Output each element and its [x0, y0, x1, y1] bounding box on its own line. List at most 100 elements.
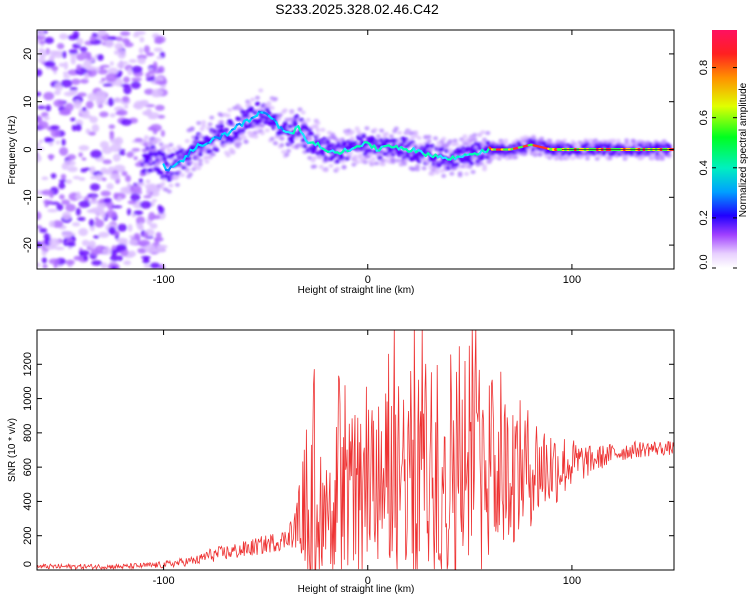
spectrogram-noise-blob	[56, 203, 64, 211]
spectrogram-noise-blob	[160, 130, 166, 137]
spectrogram-halo-blob	[174, 182, 180, 187]
spectrogram-x-axis-label: Height of straight line (km)	[298, 285, 415, 296]
spectrogram-noise-blob	[155, 104, 165, 111]
snr-frame	[36, 329, 675, 571]
spectrogram-noise-blob	[127, 223, 133, 232]
spectrogram-halo-blob	[315, 128, 321, 133]
spectrogram-halo-blob	[312, 164, 318, 169]
spectrogram-noise-blob	[153, 70, 161, 74]
spectrogram-halo-blob	[415, 167, 421, 172]
spectrogram-halo-blob	[237, 141, 243, 146]
snr-x-tick-label: 100	[563, 575, 581, 587]
spectrogram-halo-blob	[482, 164, 488, 169]
spectrogram-noise-blob	[37, 225, 43, 229]
spectrogram-halo-blob	[503, 141, 509, 146]
spectrogram-halo-blob	[411, 142, 417, 147]
spectrogram-noise-blob	[108, 124, 116, 130]
spectrogram-halo-blob	[584, 156, 590, 161]
spectrogram-halo-blob	[269, 105, 275, 110]
spectrogram-noise-blob	[154, 237, 160, 244]
spectrogram-noise-blob	[88, 240, 96, 249]
spectrogram-core-blob	[308, 131, 314, 137]
spectrogram-halo-blob	[393, 126, 399, 131]
spectrogram-halo-blob	[188, 160, 194, 165]
spectrogram-noise-blob	[113, 192, 119, 200]
spectrogram-noise-blob	[102, 83, 113, 87]
spectrogram-halo-blob	[356, 129, 362, 134]
spectrogram-halo-blob	[158, 142, 164, 147]
spectrogram-noise-blob	[100, 262, 108, 269]
spectrogram-noise-blob	[115, 36, 123, 42]
spectrogram-halo-blob	[230, 149, 236, 154]
spectrogram-halo-blob	[565, 155, 571, 160]
spectrogram-noise-blob	[41, 250, 47, 256]
spectrogram-noise-blob	[65, 259, 75, 266]
spectrogram-halo-blob	[320, 127, 326, 132]
spectrogram-noise-blob	[131, 65, 143, 74]
spectrogram-halo-blob	[624, 154, 630, 159]
chart-title: S233.2025.328.02.46.C42	[275, 1, 439, 17]
spectrogram-noise-blob	[105, 73, 118, 83]
spectrogram-halo-blob	[339, 137, 345, 142]
spectrogram-halo-blob	[354, 126, 360, 131]
spectrogram-halo-blob	[323, 168, 329, 173]
spectrogram-noise-blob	[88, 208, 96, 213]
spectrogram-noise-blob	[157, 114, 166, 119]
spectrogram-core-blob	[240, 109, 246, 115]
spectrogram-core-blob	[264, 107, 270, 112]
spectrogram-noise-blob	[115, 243, 127, 251]
spectrogram-halo-blob	[353, 154, 358, 159]
spectrogram-noise-blob	[97, 201, 106, 211]
spectrogram-noise-blob	[105, 210, 117, 218]
spectrogram-noise-blob	[37, 142, 41, 147]
spectrogram-halo-blob	[462, 134, 468, 139]
spectrogram-noise-blob	[54, 246, 65, 251]
spectrogram-noise-blob	[104, 39, 114, 48]
spectrogram-noise-blob	[117, 49, 127, 59]
spectrogram-core-blob	[158, 170, 164, 176]
spectrogram-halo-blob	[388, 134, 394, 139]
spectrogram-halo-blob	[390, 160, 396, 165]
spectrogram-halo-blob	[259, 131, 265, 136]
spectrogram-noise-blob	[100, 190, 111, 197]
spectrogram-noise-blob	[115, 111, 125, 116]
spectrogram-noise-blob	[117, 223, 128, 232]
spectrogram-noise-blob	[67, 154, 76, 161]
spectrogram-core-blob	[361, 133, 367, 139]
spectrogram-halo-blob	[286, 148, 292, 153]
spectrogram-noise-blob	[42, 200, 54, 204]
spectrogram-core-blob	[161, 156, 167, 162]
spectrogram-noise-blob	[62, 211, 72, 220]
spectrogram-noise-blob	[88, 199, 99, 204]
spectrogram-halo-blob	[478, 161, 484, 166]
spectrogram-halo-blob	[374, 161, 380, 166]
spectrogram-noise-blob	[58, 110, 71, 116]
spectrogram-noise-blob	[69, 87, 78, 91]
spectrogram-core-blob	[292, 122, 298, 127]
snr-y-tick-label: 800	[22, 424, 34, 442]
spectrogram-noise-blob	[126, 208, 132, 216]
spectrogram-halo-blob	[318, 164, 324, 169]
spectrogram-noise-blob	[140, 200, 152, 209]
spectrogram-halo-blob	[219, 120, 225, 125]
spectrogram-core-blob	[436, 163, 442, 168]
spectrogram-noise-blob	[102, 247, 112, 256]
spectrogram-noise-blob	[155, 231, 162, 239]
spectrogram-noise-blob	[95, 67, 101, 72]
spectrogram-core-blob	[287, 124, 293, 129]
spectrogram-halo-blob	[447, 139, 453, 144]
spectrogram-noise-blob	[138, 47, 144, 54]
spectrogram-y-tick-label: -10	[22, 189, 34, 205]
spectrogram-noise-blob	[72, 222, 81, 227]
spectrogram-noise-blob	[73, 99, 82, 109]
spectrogram-halo-blob	[467, 164, 473, 169]
spectrogram-core-blob	[289, 139, 295, 144]
spectrogram-noise-blob	[78, 145, 90, 151]
spectrogram-noise-blob	[70, 55, 76, 65]
spectrogram-halo-blob	[168, 142, 174, 147]
spectrogram-noise-blob	[88, 131, 96, 136]
spectrogram-noise-blob	[76, 53, 86, 61]
spectrogram-halo-blob	[364, 126, 370, 131]
spectrogram-halo-blob	[199, 127, 205, 132]
spectrogram-y-tick-label: 20	[22, 48, 34, 60]
